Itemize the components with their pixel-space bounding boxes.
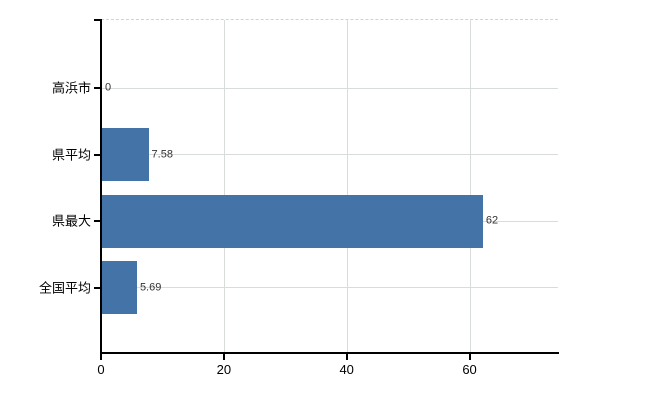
category-label: 全国平均 xyxy=(38,280,91,295)
bar-value-label: 62 xyxy=(485,214,499,227)
plot-top-border xyxy=(101,19,558,20)
x-tick-label: 60 xyxy=(462,362,477,377)
category-label: 県最大 xyxy=(51,213,91,229)
y-axis-tick xyxy=(94,220,101,222)
bar-value-label: 5.69 xyxy=(139,281,162,293)
x-axis-tick xyxy=(468,354,471,360)
x-axis-line xyxy=(100,352,559,354)
vertical-gridline xyxy=(346,20,348,353)
y-axis-tick xyxy=(94,153,101,156)
bar-value-label: 7.58 xyxy=(151,148,173,160)
horizontal-gridline xyxy=(101,287,558,288)
y-axis-tick xyxy=(94,286,101,289)
x-axis-tick xyxy=(345,354,348,360)
bar xyxy=(102,194,483,248)
y-axis-tick xyxy=(94,19,101,21)
x-axis-tick xyxy=(222,354,225,360)
bar xyxy=(102,261,137,314)
vertical-gridline xyxy=(223,20,225,353)
x-tick-label: 20 xyxy=(216,362,232,377)
category-label: 県平均 xyxy=(51,147,91,162)
horizontal-gridline xyxy=(101,87,558,89)
vertical-gridline xyxy=(469,20,471,353)
x-axis-tick xyxy=(100,354,102,360)
x-tick-label: 40 xyxy=(339,362,354,377)
bar xyxy=(102,128,149,181)
y-axis-tick xyxy=(94,87,101,89)
x-tick-label: 0 xyxy=(97,362,105,377)
bar-value-label: 0 xyxy=(105,81,112,94)
category-label: 高浜市 xyxy=(51,80,91,96)
horizontal-gridline xyxy=(101,154,558,155)
y-axis-line xyxy=(100,19,102,354)
